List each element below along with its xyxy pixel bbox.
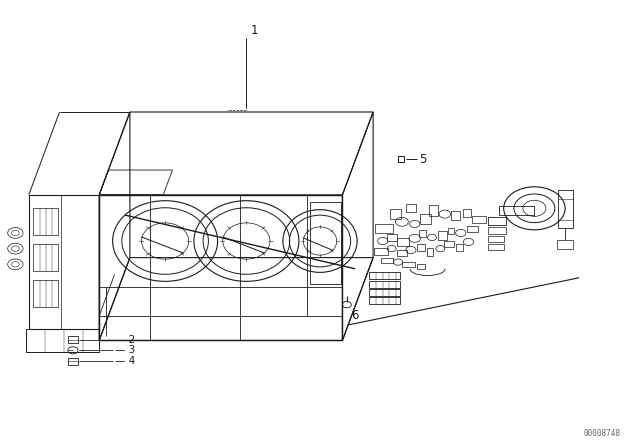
Bar xyxy=(488,227,506,234)
Bar xyxy=(463,209,471,217)
Bar xyxy=(33,244,58,271)
Bar xyxy=(406,204,416,212)
Bar xyxy=(68,336,78,343)
Bar xyxy=(374,248,388,255)
Bar xyxy=(387,234,397,241)
Bar xyxy=(448,228,454,234)
Bar xyxy=(417,244,425,251)
Bar xyxy=(310,202,341,284)
Bar xyxy=(402,262,415,267)
Bar xyxy=(33,280,58,307)
Bar xyxy=(445,241,454,247)
Bar xyxy=(438,231,447,240)
Text: — 3: — 3 xyxy=(115,345,136,355)
Bar xyxy=(420,214,431,224)
Bar xyxy=(467,227,478,233)
Bar xyxy=(427,248,433,256)
Bar xyxy=(488,236,504,242)
Bar xyxy=(499,206,534,215)
Text: 5: 5 xyxy=(419,152,427,166)
Text: 6: 6 xyxy=(351,309,358,322)
Bar xyxy=(381,258,393,263)
Bar xyxy=(33,208,58,235)
Bar xyxy=(390,209,401,219)
Bar xyxy=(488,244,504,250)
Bar xyxy=(419,230,426,237)
Text: 00008748: 00008748 xyxy=(584,429,621,438)
Bar xyxy=(417,264,425,269)
Bar xyxy=(472,216,486,223)
Bar xyxy=(451,211,461,220)
Bar xyxy=(369,289,400,296)
Bar xyxy=(397,238,409,246)
Bar xyxy=(429,205,438,216)
Text: — 4: — 4 xyxy=(115,356,136,366)
Text: — 2: — 2 xyxy=(115,335,136,345)
Bar xyxy=(369,272,400,279)
Bar xyxy=(369,297,400,304)
Bar xyxy=(456,244,463,251)
Bar xyxy=(375,224,393,233)
Bar xyxy=(557,240,573,249)
Bar xyxy=(369,281,400,288)
Bar xyxy=(488,217,506,225)
Bar xyxy=(397,250,407,256)
Text: 1: 1 xyxy=(251,24,259,37)
